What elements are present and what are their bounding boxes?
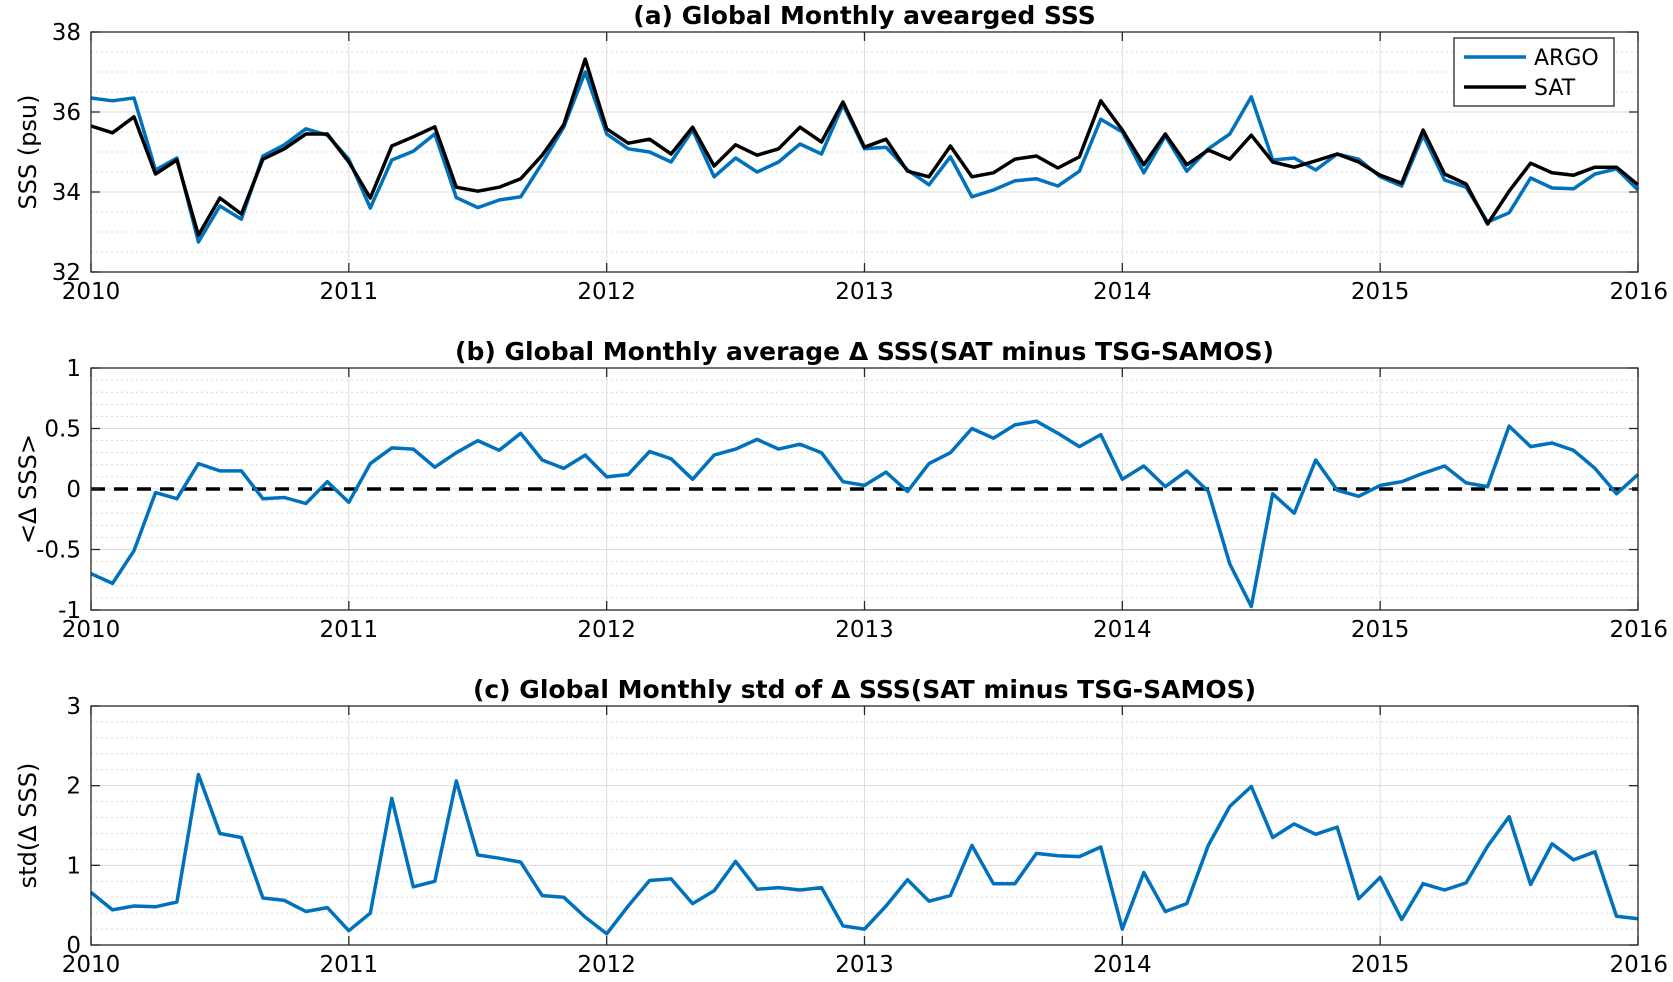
panel-a: 2010 2011 2012 2013 2014 2015 2016 32 34 36 38 (a) … [14,1,1668,305]
y-tick-label: 32 [52,260,81,286]
y-tick-label: 36 [52,100,81,126]
x-tick-label: 2014 [1093,617,1152,643]
series-line-delta-sss [89,772,1639,936]
x-tick-label: 2012 [577,952,636,978]
y-axis-label: std(Δ SSS) [14,763,42,889]
panel-c: 2010 2011 2012 2013 2014 2015 2016 0 1 2 3 (c) Glob… [14,675,1668,978]
x-tick-label: 2011 [320,952,379,978]
x-tick-label: 2016 [1609,279,1668,305]
x-tick-label: 2015 [1351,617,1410,643]
y-tick-label: 3 [66,694,81,720]
legend-label: SAT [1534,76,1576,101]
x-tick-label: 2014 [1093,952,1152,978]
legend-label: ARGO [1534,46,1599,71]
chart-title: (b) Global Monthly average Δ SSS(SAT min… [455,337,1274,366]
y-tick-label: 0 [66,933,81,959]
x-tick-label: 2015 [1351,279,1410,305]
y-tick-label: 38 [52,20,81,46]
x-tick-label: 2011 [320,617,379,643]
legend-box [1453,37,1615,107]
x-tick-label: 2014 [1093,279,1152,305]
y-tick-label: 1 [66,356,81,382]
x-tick-label: 2010 [62,279,121,305]
y-tick-label: 0.5 [44,417,81,443]
y-axis-label: <Δ SSS> [14,434,42,544]
x-tick-label: 2010 [62,952,121,978]
legend: ARGO SAT [1453,37,1615,107]
x-tick-label: 2012 [577,279,636,305]
y-tick-label: 0 [66,477,81,503]
x-tick-label: 2012 [577,617,636,643]
x-tick-label: 2011 [320,279,379,305]
x-tick-label: 2013 [835,952,894,978]
y-tick-label: 34 [52,180,81,206]
series-line-sat [90,57,1640,237]
x-tick-label: 2016 [1609,952,1668,978]
x-tick-label: 2015 [1351,952,1410,978]
x-tick-label: 2013 [835,617,894,643]
y-tick-label: -0.5 [36,538,81,564]
y-tick-label: 1 [66,853,81,879]
x-tick-label: 2010 [62,617,121,643]
series-line-delta-sss [90,419,1640,609]
x-tick-label: 2013 [835,279,894,305]
y-tick-label: -1 [58,598,81,624]
chart-title: (c) Global Monthly std of Δ SSS(SAT minu… [473,675,1256,704]
chart-title: (a) Global Monthly avearged SSS [633,1,1095,30]
x-tick-label: 2016 [1609,617,1668,643]
panel-b: 2010 2011 2012 2013 2014 2015 2016 -1 -0.5 0 0.5 1 (… [14,337,1668,643]
y-tick-label: 2 [66,774,81,800]
y-axis-label: SSS (psu) [14,94,42,209]
